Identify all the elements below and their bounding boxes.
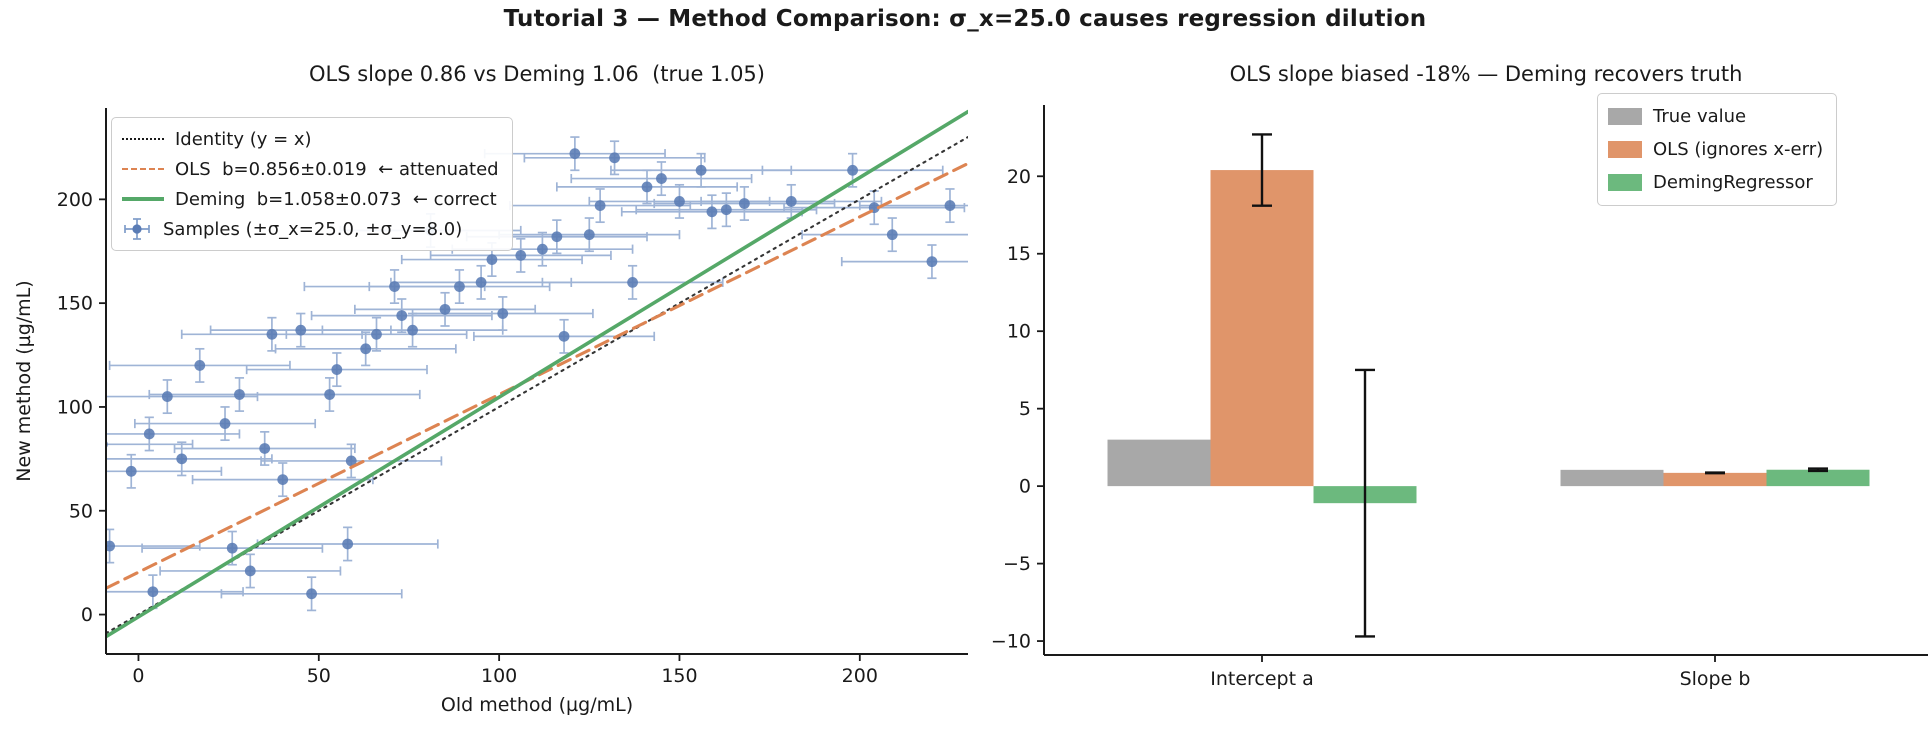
svg-text:20: 20 xyxy=(1007,166,1031,188)
legend-item-true-value: True value xyxy=(1608,100,1823,133)
svg-text:Intercept a: Intercept a xyxy=(1210,668,1314,690)
legend-item-identity: Identity (y = x) xyxy=(122,124,499,154)
scatter-yaxis-label: New method (µg/mL) xyxy=(13,280,35,482)
svg-text:50: 50 xyxy=(69,500,93,522)
svg-text:Slope b: Slope b xyxy=(1680,668,1751,690)
svg-text:50: 50 xyxy=(307,665,331,687)
figure-title: Tutorial 3 — Method Comparison: σ_x=25.0… xyxy=(503,6,1427,32)
svg-text:0: 0 xyxy=(1019,476,1031,498)
deming-swatch-icon xyxy=(1608,174,1642,191)
legend-item-deming: Deming b=1.058±0.073 ← correct xyxy=(122,184,499,214)
legend-item-deming-bar: DemingRegressor xyxy=(1608,166,1823,199)
legend-item-ols-bar: OLS (ignores x-err) xyxy=(1608,133,1823,166)
legend-item-ols: OLS b=0.856±0.019 ← attenuated xyxy=(122,154,499,184)
scatter-xaxis-label: Old method (µg/mL) xyxy=(440,694,634,716)
svg-text:150: 150 xyxy=(57,293,93,315)
samples-marker-icon xyxy=(122,216,152,242)
svg-text:−10: −10 xyxy=(991,631,1031,653)
svg-text:100: 100 xyxy=(57,396,93,418)
svg-text:15: 15 xyxy=(1007,243,1031,265)
identity-line-swatch-icon xyxy=(122,138,164,140)
scatter-plot-title: OLS slope 0.86 vs Deming 1.06 (true 1.05… xyxy=(309,62,765,86)
svg-text:150: 150 xyxy=(661,665,697,687)
bar-plot-title: OLS slope biased -18% — Deming recovers … xyxy=(1229,62,1743,86)
svg-text:200: 200 xyxy=(842,665,878,687)
ols-swatch-icon xyxy=(1608,141,1642,158)
svg-text:−5: −5 xyxy=(1003,553,1031,575)
svg-text:200: 200 xyxy=(57,189,93,211)
legend-item-samples: Samples (±σ_x=25.0, ±σ_y=8.0) xyxy=(122,214,499,244)
svg-text:0: 0 xyxy=(81,604,93,626)
svg-text:10: 10 xyxy=(1007,321,1031,343)
true-value-swatch-icon xyxy=(1608,108,1642,125)
deming-line-swatch-icon xyxy=(122,197,164,201)
svg-text:0: 0 xyxy=(132,665,144,687)
ols-line-swatch-icon xyxy=(122,168,164,170)
scatter-legend: Identity (y = x) OLS b=0.856±0.019 ← att… xyxy=(111,117,513,251)
svg-text:100: 100 xyxy=(481,665,517,687)
svg-text:5: 5 xyxy=(1019,398,1031,420)
bar-legend: True value OLS (ignores x-err) DemingReg… xyxy=(1597,93,1838,206)
